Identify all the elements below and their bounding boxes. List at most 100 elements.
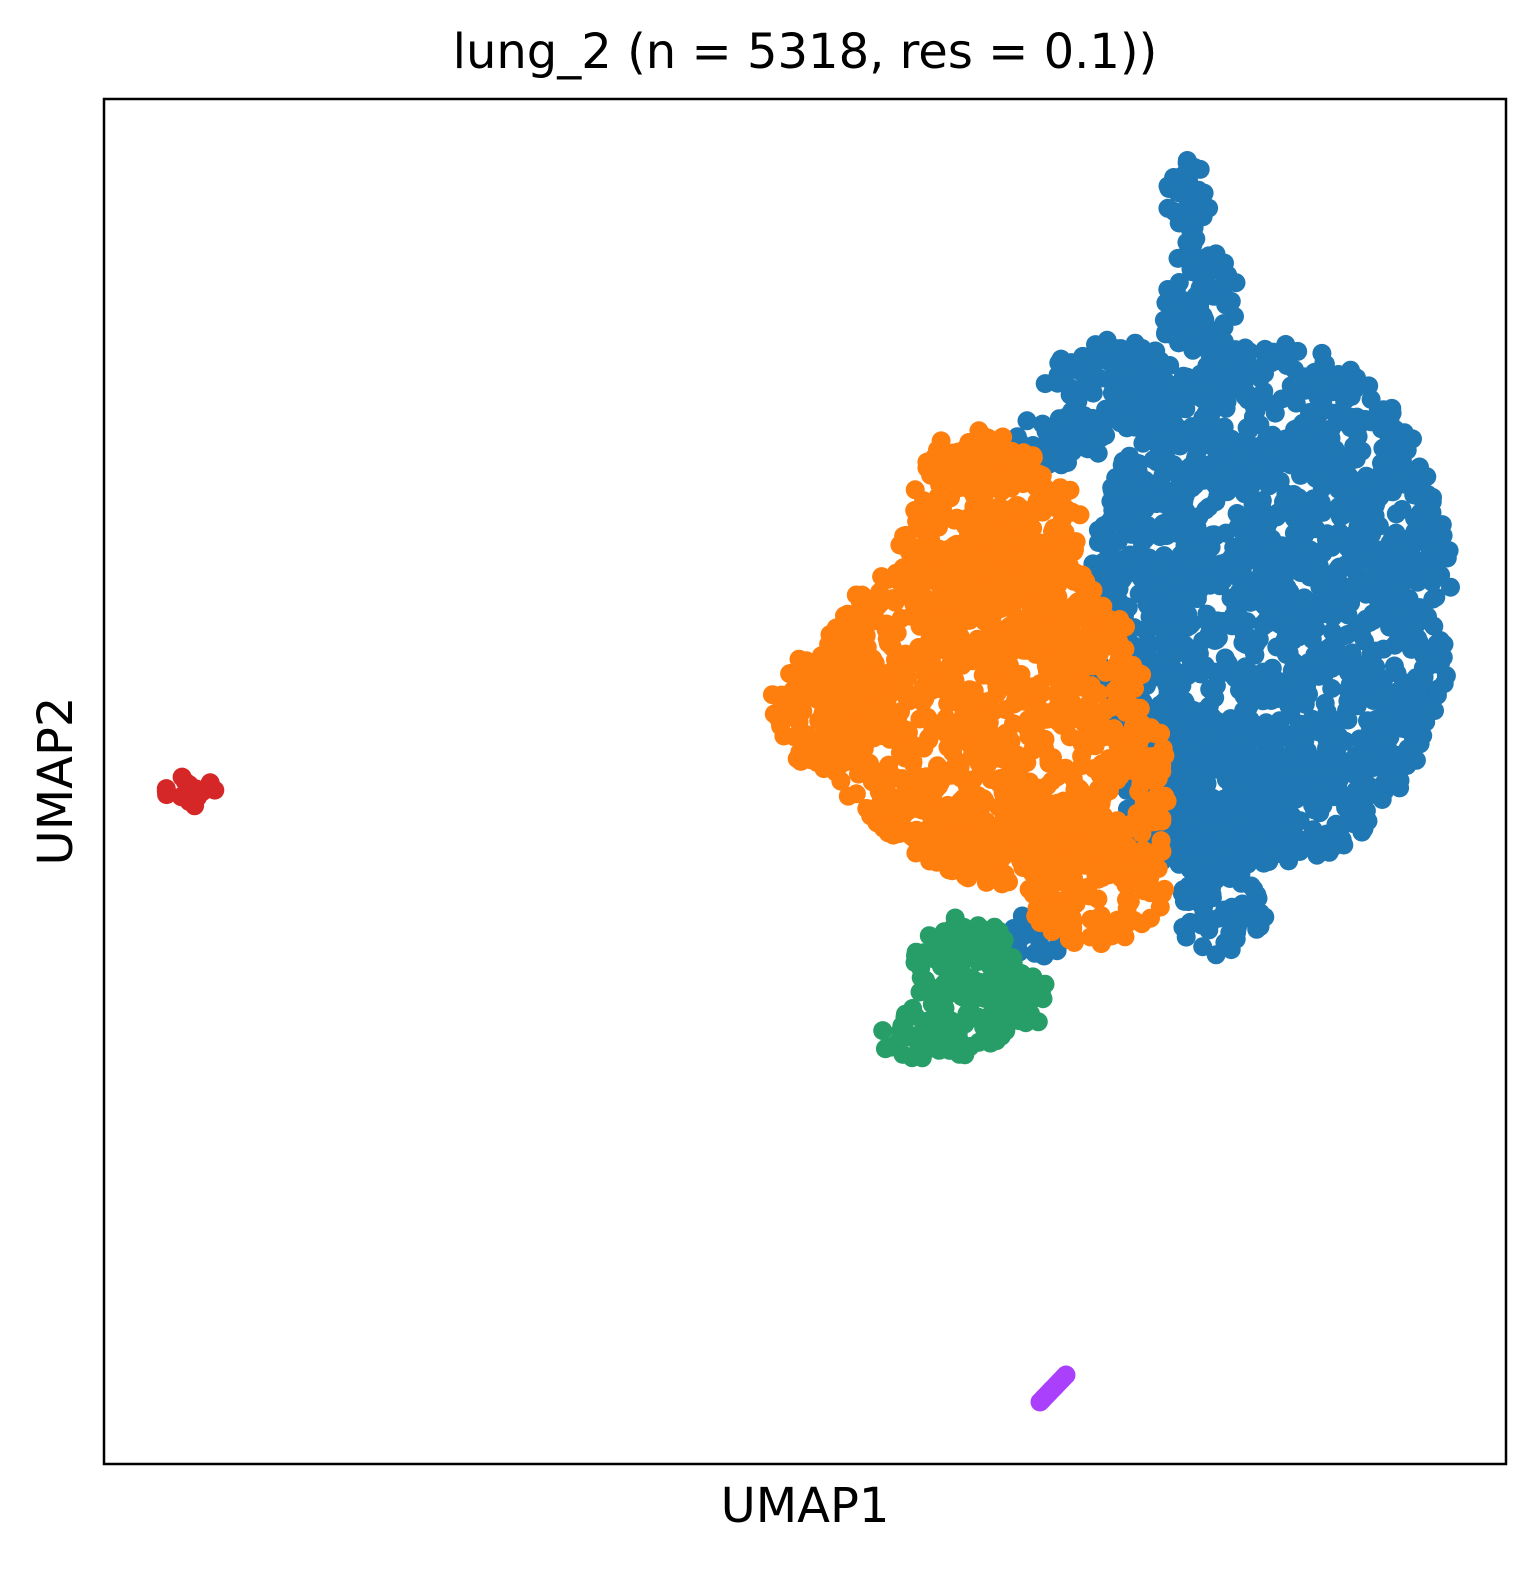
data-point — [1421, 517, 1441, 537]
data-point — [1180, 539, 1200, 559]
data-point — [987, 677, 1007, 697]
data-point — [1283, 630, 1303, 650]
data-point — [930, 679, 949, 699]
data-point — [1252, 491, 1272, 511]
data-point — [1163, 298, 1183, 318]
data-point — [1244, 643, 1264, 663]
data-point — [1074, 420, 1093, 440]
data-point — [1214, 332, 1234, 351]
data-point — [1265, 403, 1285, 423]
data-point — [1388, 713, 1408, 733]
data-point — [1360, 716, 1380, 736]
data-point — [908, 799, 928, 819]
data-point — [1222, 782, 1242, 802]
data-point — [1384, 566, 1404, 586]
data-point — [1303, 754, 1323, 774]
data-point — [1324, 787, 1344, 807]
data-point — [1125, 400, 1145, 420]
data-point — [1067, 815, 1087, 835]
data-point — [978, 940, 998, 960]
data-point — [1368, 401, 1388, 420]
data-point — [1132, 665, 1152, 685]
data-point — [1115, 558, 1135, 578]
data-point — [1037, 560, 1057, 580]
data-point — [1216, 290, 1236, 310]
data-point — [856, 589, 876, 609]
data-point — [1142, 649, 1162, 669]
data-point — [1422, 536, 1442, 556]
data-point — [770, 711, 789, 731]
data-point — [1308, 826, 1328, 845]
data-point — [887, 676, 907, 696]
data-point — [1422, 503, 1442, 522]
data-point — [1145, 410, 1165, 430]
data-point — [1283, 733, 1303, 753]
data-point — [1065, 701, 1085, 721]
data-point — [1001, 620, 1021, 640]
data-point — [968, 1007, 988, 1027]
data-point — [864, 611, 884, 631]
data-point — [1203, 753, 1222, 773]
data-point — [789, 708, 809, 728]
data-point — [1132, 914, 1152, 934]
data-point — [1324, 836, 1344, 856]
data-point — [1329, 497, 1349, 517]
data-point — [1354, 759, 1374, 779]
data-point — [1007, 1008, 1027, 1028]
data-point — [1095, 701, 1114, 721]
data-point — [1383, 482, 1403, 502]
data-point — [1110, 610, 1130, 629]
data-point — [993, 822, 1012, 841]
data-point — [1093, 806, 1113, 826]
data-point — [974, 789, 994, 809]
data-point — [933, 611, 953, 631]
data-point — [1364, 566, 1384, 586]
data-point — [1364, 475, 1384, 495]
data-point — [1197, 818, 1217, 838]
data-point — [838, 786, 858, 806]
data-point — [998, 843, 1018, 863]
data-point — [874, 793, 894, 813]
data-point — [915, 588, 935, 608]
data-point — [1336, 649, 1355, 669]
data-point — [1339, 679, 1359, 699]
data-point — [1187, 589, 1207, 609]
data-point — [968, 629, 988, 649]
data-point — [1148, 387, 1168, 407]
data-point — [1089, 683, 1108, 703]
data-point — [1133, 752, 1152, 772]
data-point — [1096, 766, 1116, 786]
data-point — [923, 790, 943, 810]
chart-title: lung_2 (n = 5318, res = 0.1)) — [452, 24, 1158, 80]
data-point — [982, 582, 1002, 602]
data-point — [1018, 549, 1038, 569]
data-point — [789, 678, 809, 698]
data-point — [1221, 940, 1241, 960]
data-point — [1314, 398, 1334, 418]
data-point — [1284, 607, 1304, 627]
data-point — [1035, 974, 1055, 994]
data-point — [1217, 823, 1236, 843]
data-point — [1391, 534, 1411, 554]
data-point — [1161, 508, 1181, 528]
data-point — [1218, 725, 1237, 744]
data-point — [1194, 897, 1213, 917]
data-point — [984, 509, 1004, 529]
data-point — [1185, 324, 1205, 344]
data-point — [1242, 829, 1261, 849]
data-point — [1337, 700, 1357, 720]
scatter-points — [156, 151, 1460, 1412]
data-point — [975, 456, 995, 476]
data-point — [1066, 894, 1086, 914]
data-point — [185, 796, 205, 816]
data-point — [813, 726, 833, 745]
data-point — [1137, 879, 1157, 899]
data-point — [1199, 198, 1219, 218]
data-point — [1059, 929, 1079, 949]
data-point — [1241, 876, 1261, 896]
data-point — [1117, 898, 1137, 918]
data-point — [962, 746, 982, 766]
data-point — [1326, 814, 1346, 834]
data-point — [1142, 843, 1162, 863]
